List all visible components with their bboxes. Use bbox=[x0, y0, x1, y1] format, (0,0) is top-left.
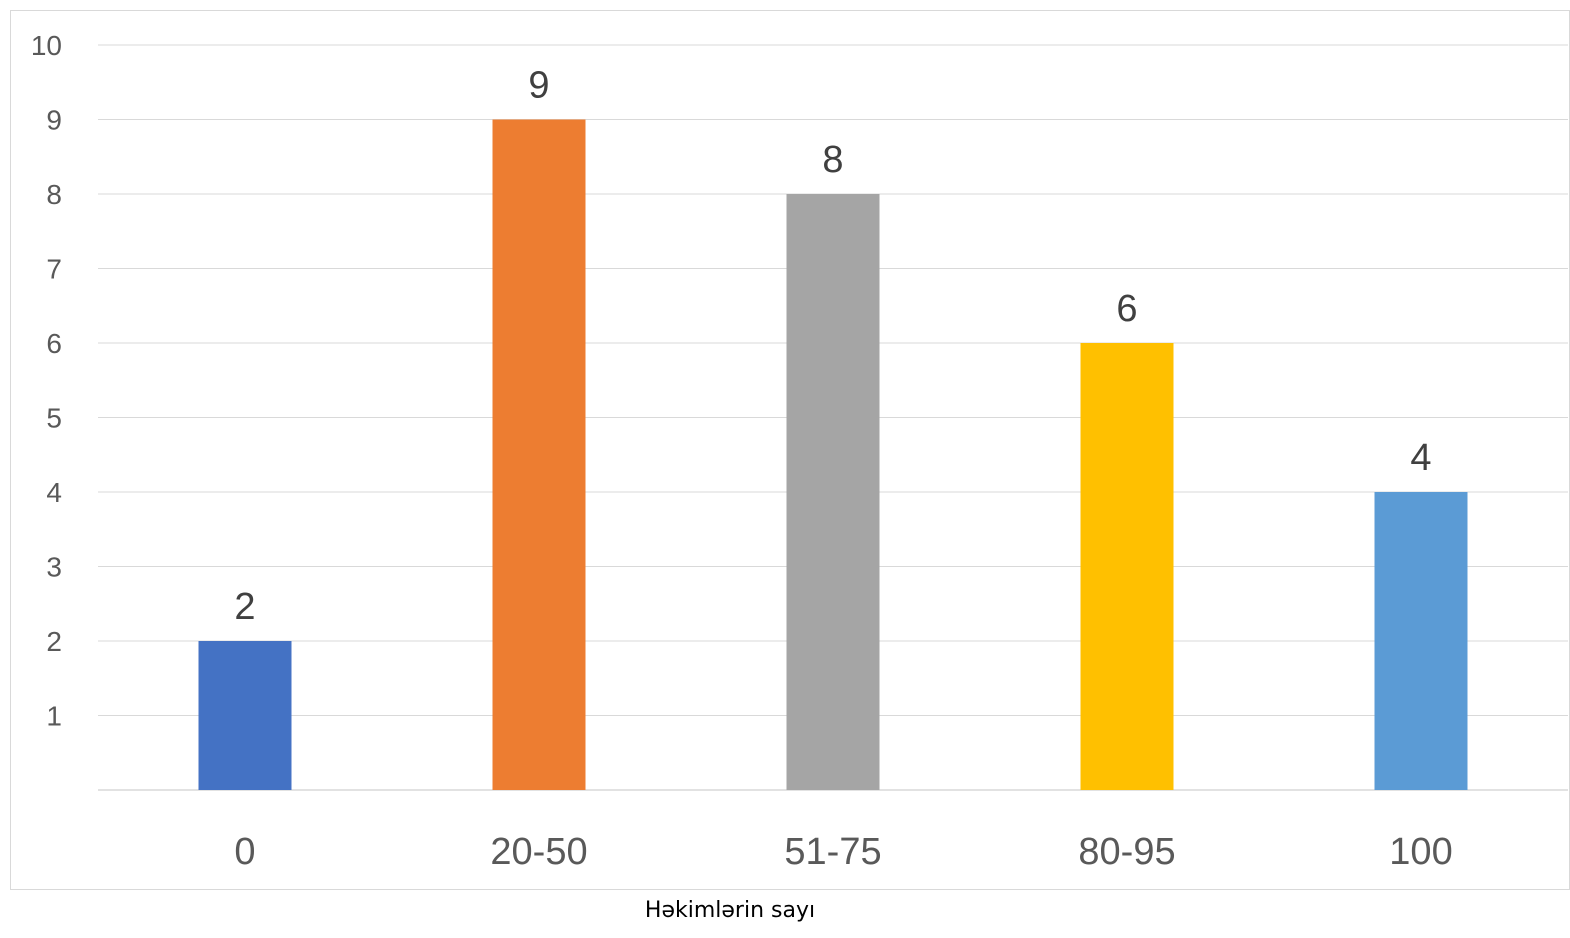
y-tick-label: 7 bbox=[46, 254, 62, 285]
x-category-label: 20-50 bbox=[490, 831, 587, 873]
y-tick-label: 3 bbox=[46, 552, 62, 583]
bar bbox=[786, 194, 880, 790]
x-category-label: 100 bbox=[1389, 831, 1452, 873]
data-label: 2 bbox=[234, 586, 255, 628]
x-category-label: 0 bbox=[234, 831, 255, 873]
y-tick-label: 10 bbox=[31, 30, 62, 61]
data-label: 4 bbox=[1410, 437, 1431, 479]
x-category-label: 80-95 bbox=[1078, 831, 1175, 873]
bar bbox=[198, 641, 292, 790]
y-tick-label: 8 bbox=[46, 179, 62, 210]
bar bbox=[1374, 492, 1468, 790]
data-label: 6 bbox=[1116, 288, 1137, 330]
data-label: 9 bbox=[528, 65, 549, 107]
y-tick-label: 4 bbox=[46, 477, 62, 508]
y-tick-label: 1 bbox=[46, 701, 62, 732]
y-tick-label: 2 bbox=[46, 626, 62, 657]
bar bbox=[1080, 343, 1174, 790]
y-tick-label: 9 bbox=[46, 105, 62, 136]
bar bbox=[492, 119, 586, 790]
x-category-label: 51-75 bbox=[784, 831, 881, 873]
y-tick-label: 6 bbox=[46, 328, 62, 359]
data-label: 8 bbox=[822, 139, 843, 181]
y-tick-label: 5 bbox=[46, 403, 62, 434]
chart-caption: Həkimlərin sayı bbox=[644, 898, 816, 923]
